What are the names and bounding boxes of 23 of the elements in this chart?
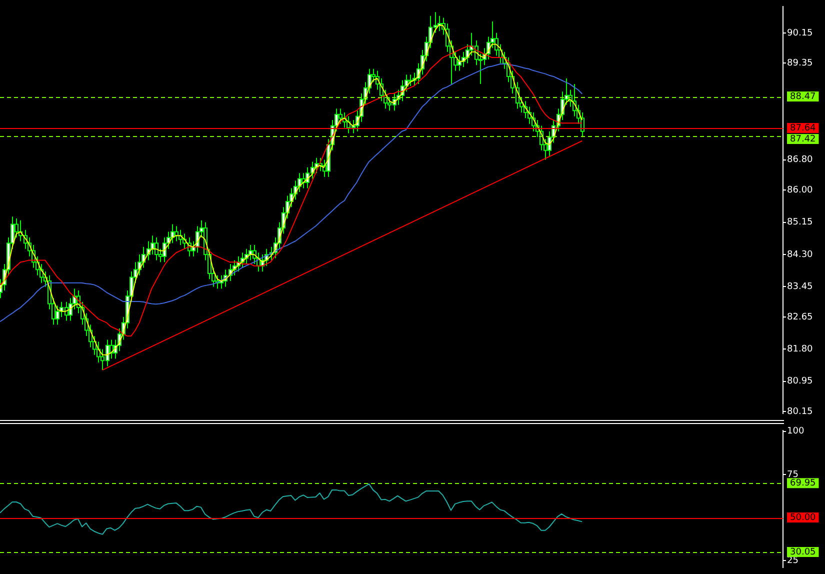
y-tick-label: 80.15 [787,407,813,418]
ref-line-label: 30.05 [790,547,816,558]
y-tick-label: 86.80 [787,155,814,166]
ref-line-label: 50.00 [790,512,816,523]
candlestick [56,305,60,326]
y-tick-label: 75 [787,470,798,480]
y-tick-label: 80.95 [787,376,813,387]
ref-line-label: 87.64 [790,123,816,134]
y-tick-label: 85.15 [787,218,813,228]
candlestick [248,244,252,261]
ref-line-label: 88.47 [790,92,816,102]
ref-line-label: 87.42 [790,134,816,144]
candlestick [338,108,342,124]
ref-line-label: 69.95 [790,478,816,488]
y-tick-label: 89.35 [787,58,813,69]
candlestick [154,236,158,261]
y-tick-label: 83.45 [787,282,813,292]
y-tick-label: 86.00 [787,185,814,196]
y-tick-label: 84.30 [787,250,814,260]
y-tick-label: 81.80 [787,344,814,355]
y-tick-label: 100 [787,426,804,437]
y-tick-label: 90.15 [787,28,813,38]
y-tick-label: 82.65 [787,312,813,322]
